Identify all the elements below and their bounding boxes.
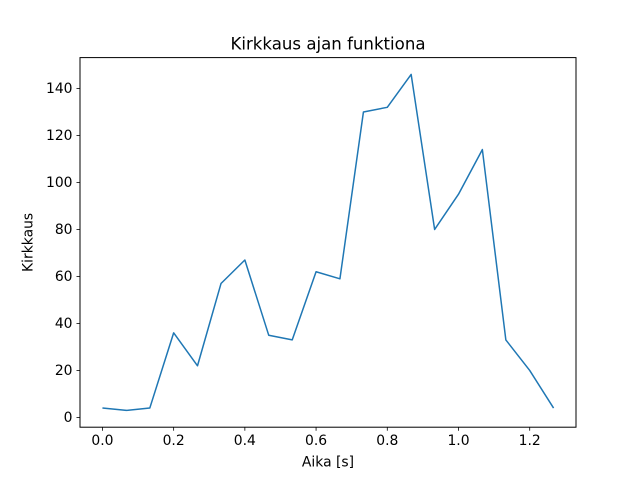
y-tick-label: 0 [64,410,73,426]
x-tick-label: 1.0 [447,433,469,449]
y-tick-label: 100 [46,175,73,191]
x-tick-label: 0.2 [163,433,185,449]
axis-frame [79,57,577,428]
x-tick-label: 0.0 [91,433,113,449]
y-tick-label: 40 [55,316,73,332]
x-tick-label: 0.6 [305,433,327,449]
y-axis-ticks: 0 20 40 60 80 100 120 140 [46,81,80,426]
y-tick-label: 20 [55,363,73,379]
y-tick-label: 80 [55,222,73,238]
y-axis-label: Kirkkaus [21,213,37,272]
y-tick-label: 60 [55,269,73,285]
plot-area [80,57,576,428]
chart-title: Kirkkaus ajan funktiona [230,35,425,54]
y-tick-label: 140 [46,81,73,97]
x-tick-label: 1.2 [519,433,541,449]
data-line [102,73,555,412]
x-axis-label: Aika [s] [302,455,354,471]
x-axis-ticks: 0.0 0.2 0.4 0.6 0.8 1.0 1.2 [91,427,541,449]
x-tick-label: 0.4 [234,433,256,449]
x-tick-label: 0.8 [376,433,398,449]
y-tick-label: 120 [46,128,73,144]
